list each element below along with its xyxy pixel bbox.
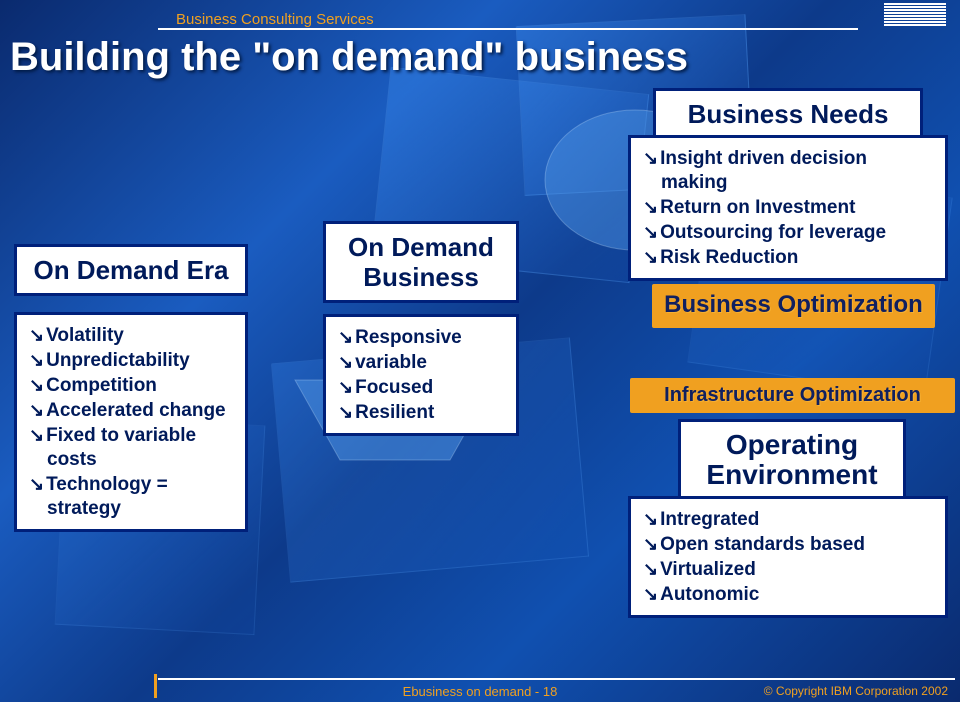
col1-heading: On Demand Era bbox=[33, 255, 228, 285]
col2-list-box: Responsive variable Focused Resilient bbox=[323, 314, 519, 436]
col1-item: Fixed to variable costs bbox=[29, 423, 233, 472]
needs-item: Outsourcing for leverage bbox=[643, 220, 933, 245]
page-title: Building the "on demand" business bbox=[10, 35, 688, 80]
footer-center-prefix: Ebusiness on demand - bbox=[403, 684, 543, 699]
env-heading-l1: Operating bbox=[726, 429, 858, 460]
needs-list-box: Insight driven decision making Return on… bbox=[628, 135, 948, 281]
col2-heading-box: On Demand Business bbox=[323, 221, 519, 303]
col1-list-box: Volatility Unpredictability Competition … bbox=[14, 312, 248, 532]
col1-item: Accelerated change bbox=[29, 398, 233, 423]
env-item: Open standards based bbox=[643, 532, 933, 557]
env-heading-box: Operating Environment bbox=[678, 419, 906, 501]
col1-heading-box: On Demand Era bbox=[14, 244, 248, 296]
env-list-box: Intregrated Open standards based Virtual… bbox=[628, 496, 948, 618]
banner-infrastructure-optimization: Infrastructure Optimization bbox=[630, 378, 955, 413]
header-tagline: Business Consulting Services bbox=[176, 11, 374, 28]
col2-item: Responsive bbox=[338, 325, 504, 350]
footer-page-number: 18 bbox=[543, 684, 557, 699]
env-heading-l2: Environment bbox=[706, 459, 877, 490]
col1-item: Unpredictability bbox=[29, 348, 233, 373]
col1-item: Technology = strategy bbox=[29, 472, 233, 521]
footer-rule bbox=[158, 678, 955, 680]
col1-item: Volatility bbox=[29, 323, 233, 348]
col1-item: Competition bbox=[29, 373, 233, 398]
col2-heading-l1: On Demand bbox=[348, 232, 494, 262]
env-item: Virtualized bbox=[643, 557, 933, 582]
banner-business-optimization: Business Optimization bbox=[652, 284, 935, 328]
needs-item: Return on Investment bbox=[643, 195, 933, 220]
needs-heading-box: Business Needs bbox=[653, 88, 923, 140]
footer: Ebusiness on demand - 18 © Copyright IBM… bbox=[0, 680, 960, 702]
col2-item: variable bbox=[338, 350, 504, 375]
env-item: Intregrated bbox=[643, 507, 933, 532]
header-rule bbox=[158, 28, 858, 30]
env-item: Autonomic bbox=[643, 582, 933, 607]
footer-copyright: © Copyright IBM Corporation 2002 bbox=[764, 684, 948, 698]
needs-heading: Business Needs bbox=[688, 99, 889, 129]
col2-item: Focused bbox=[338, 375, 504, 400]
ibm-logo bbox=[884, 3, 946, 27]
needs-item: Risk Reduction bbox=[643, 245, 933, 270]
col2-heading-l2: Business bbox=[363, 262, 479, 292]
col2-item: Resilient bbox=[338, 400, 504, 425]
needs-item: Insight driven decision making bbox=[643, 146, 933, 195]
